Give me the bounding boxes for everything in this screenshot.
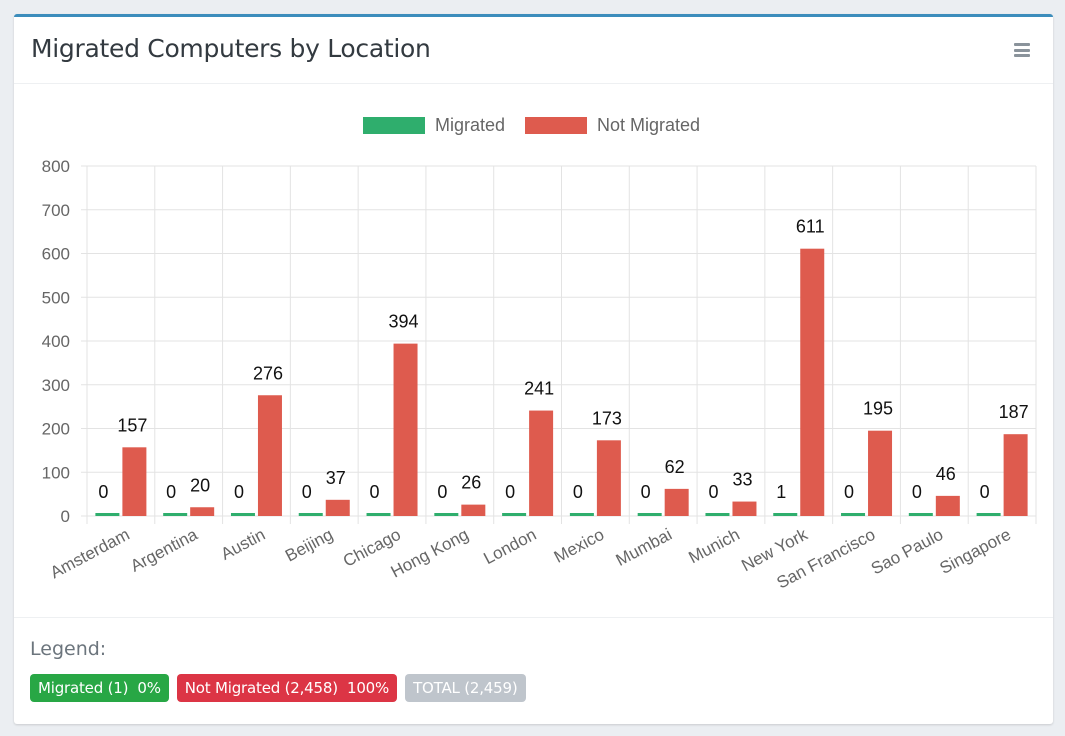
- card-header: Migrated Computers by Location: [14, 17, 1053, 84]
- y-tick-label: 800: [42, 157, 70, 176]
- not-migrated-value-label: 241: [524, 379, 554, 399]
- migrated-bar: [502, 513, 527, 516]
- not-migrated-value-label: 26: [461, 473, 481, 493]
- category-label: Munich: [686, 525, 743, 568]
- not-migrated-value-label: 157: [117, 415, 147, 435]
- legend-item-not-migrated: Not Migrated: [597, 115, 700, 135]
- y-tick-label: 600: [42, 245, 70, 264]
- not-migrated-bar: [122, 447, 147, 516]
- not-migrated-value-label: 394: [389, 312, 419, 332]
- migrated-value-label: 0: [708, 482, 718, 502]
- migrated-value-label: 0: [98, 482, 108, 502]
- migrated-bar: [230, 513, 255, 516]
- migrated-badge: Migrated (1) 0%: [30, 674, 169, 702]
- not-migrated-bar: [393, 343, 418, 516]
- y-tick-label: 200: [42, 420, 70, 439]
- category-label: London: [480, 525, 539, 568]
- not-migrated-value-label: 62: [665, 457, 685, 477]
- card-title: Migrated Computers by Location: [31, 34, 431, 63]
- migrated-bar: [95, 513, 120, 516]
- not-migrated-bar: [1003, 434, 1028, 516]
- category-label: Austin: [218, 525, 269, 564]
- y-tick-label: 100: [42, 463, 70, 482]
- not-migrated-value-label: 46: [936, 464, 956, 484]
- migrated-value-label: 0: [437, 482, 447, 502]
- not-migrated-bar: [325, 499, 350, 516]
- not-migrated-value-label: 276: [253, 363, 283, 383]
- not-migrated-bar: [461, 504, 486, 516]
- chart-area: 0 100 200 300 400 500 600 700 800 0 157 Amsterdam 0 2…: [14, 84, 1053, 617]
- migrated-value-label: 0: [844, 482, 854, 502]
- category-label: Singapore: [937, 525, 1014, 578]
- not-migrated-value-label: 20: [190, 475, 210, 495]
- category-label: Amsterdam: [47, 525, 133, 583]
- category-label: Mumbai: [613, 525, 675, 570]
- category-label: Argentina: [127, 525, 201, 576]
- migrated-value-label: 0: [166, 482, 176, 502]
- migrated-value-label: 0: [912, 482, 922, 502]
- not-migrated-bar: [257, 395, 282, 516]
- not-migrated-value-label: 173: [592, 408, 622, 428]
- hamburger-icon[interactable]: [1014, 43, 1030, 57]
- migrated-bar: [366, 513, 391, 516]
- migrated-bar: [773, 513, 798, 516]
- chart-card: Migrated Computers by Location 0 100 200 30…: [14, 14, 1053, 724]
- category-label: Hong Kong: [388, 525, 472, 582]
- migrated-bar: [434, 513, 459, 516]
- footer-legend-label: Legend:: [30, 638, 107, 660]
- not-migrated-value-label: 611: [796, 217, 825, 237]
- y-tick-label: 300: [42, 376, 70, 395]
- migrated-bar: [908, 513, 933, 516]
- not-migrated-bar: [596, 440, 621, 516]
- not-migrated-bar: [529, 410, 554, 516]
- not-migrated-bar: [732, 501, 757, 516]
- not-migrated-bar: [868, 430, 893, 516]
- migrated-value-label: 0: [234, 482, 244, 502]
- category-label: Beijing: [282, 525, 336, 566]
- migrated-bar: [163, 513, 188, 516]
- migrated-value-label: 0: [980, 482, 990, 502]
- not-migrated-badge: Not Migrated (2,458) 100%: [176, 674, 398, 702]
- category-label: Mexico: [551, 525, 607, 567]
- not-migrated-value-label: 187: [999, 402, 1029, 422]
- migrated-bar: [637, 513, 662, 516]
- migrated-value-label: 0: [302, 482, 312, 502]
- migrated-bar: [705, 513, 730, 516]
- y-tick-label: 400: [42, 332, 70, 351]
- not-migrated-bar: [935, 495, 960, 516]
- not-migrated-bar: [190, 507, 215, 516]
- migrated-value-label: 0: [505, 482, 515, 502]
- migrated-value-label: 0: [370, 482, 380, 502]
- migrated-value-label: 1: [776, 482, 786, 502]
- not-migrated-value-label: 37: [326, 468, 346, 488]
- legend-swatch-not-migrated: [525, 117, 587, 134]
- badge-list: Migrated (1) 0% Not Migrated (2,458) 100…: [30, 674, 526, 702]
- not-migrated-bar: [800, 248, 825, 516]
- legend-swatch-migrated: [363, 117, 425, 134]
- migrated-value-label: 0: [641, 482, 651, 502]
- card-footer: Legend: Migrated (1) 0% Not Migrated (2,…: [14, 617, 1053, 727]
- migrated-bar: [976, 513, 1001, 516]
- category-label: Sao Paulo: [868, 525, 946, 579]
- migrated-bar: [841, 513, 866, 516]
- y-tick-label: 500: [42, 288, 70, 307]
- total-badge: TOTAL (2,459): [405, 674, 526, 702]
- y-tick-label: 700: [42, 201, 70, 220]
- migrated-bar: [569, 513, 594, 516]
- migrated-value-label: 0: [573, 482, 583, 502]
- legend-item-migrated: Migrated: [435, 115, 505, 135]
- not-migrated-value-label: 33: [732, 470, 752, 490]
- migrated-bar: [298, 513, 323, 516]
- y-tick-label: 0: [61, 507, 70, 526]
- not-migrated-value-label: 195: [863, 399, 893, 419]
- not-migrated-bar: [664, 488, 689, 516]
